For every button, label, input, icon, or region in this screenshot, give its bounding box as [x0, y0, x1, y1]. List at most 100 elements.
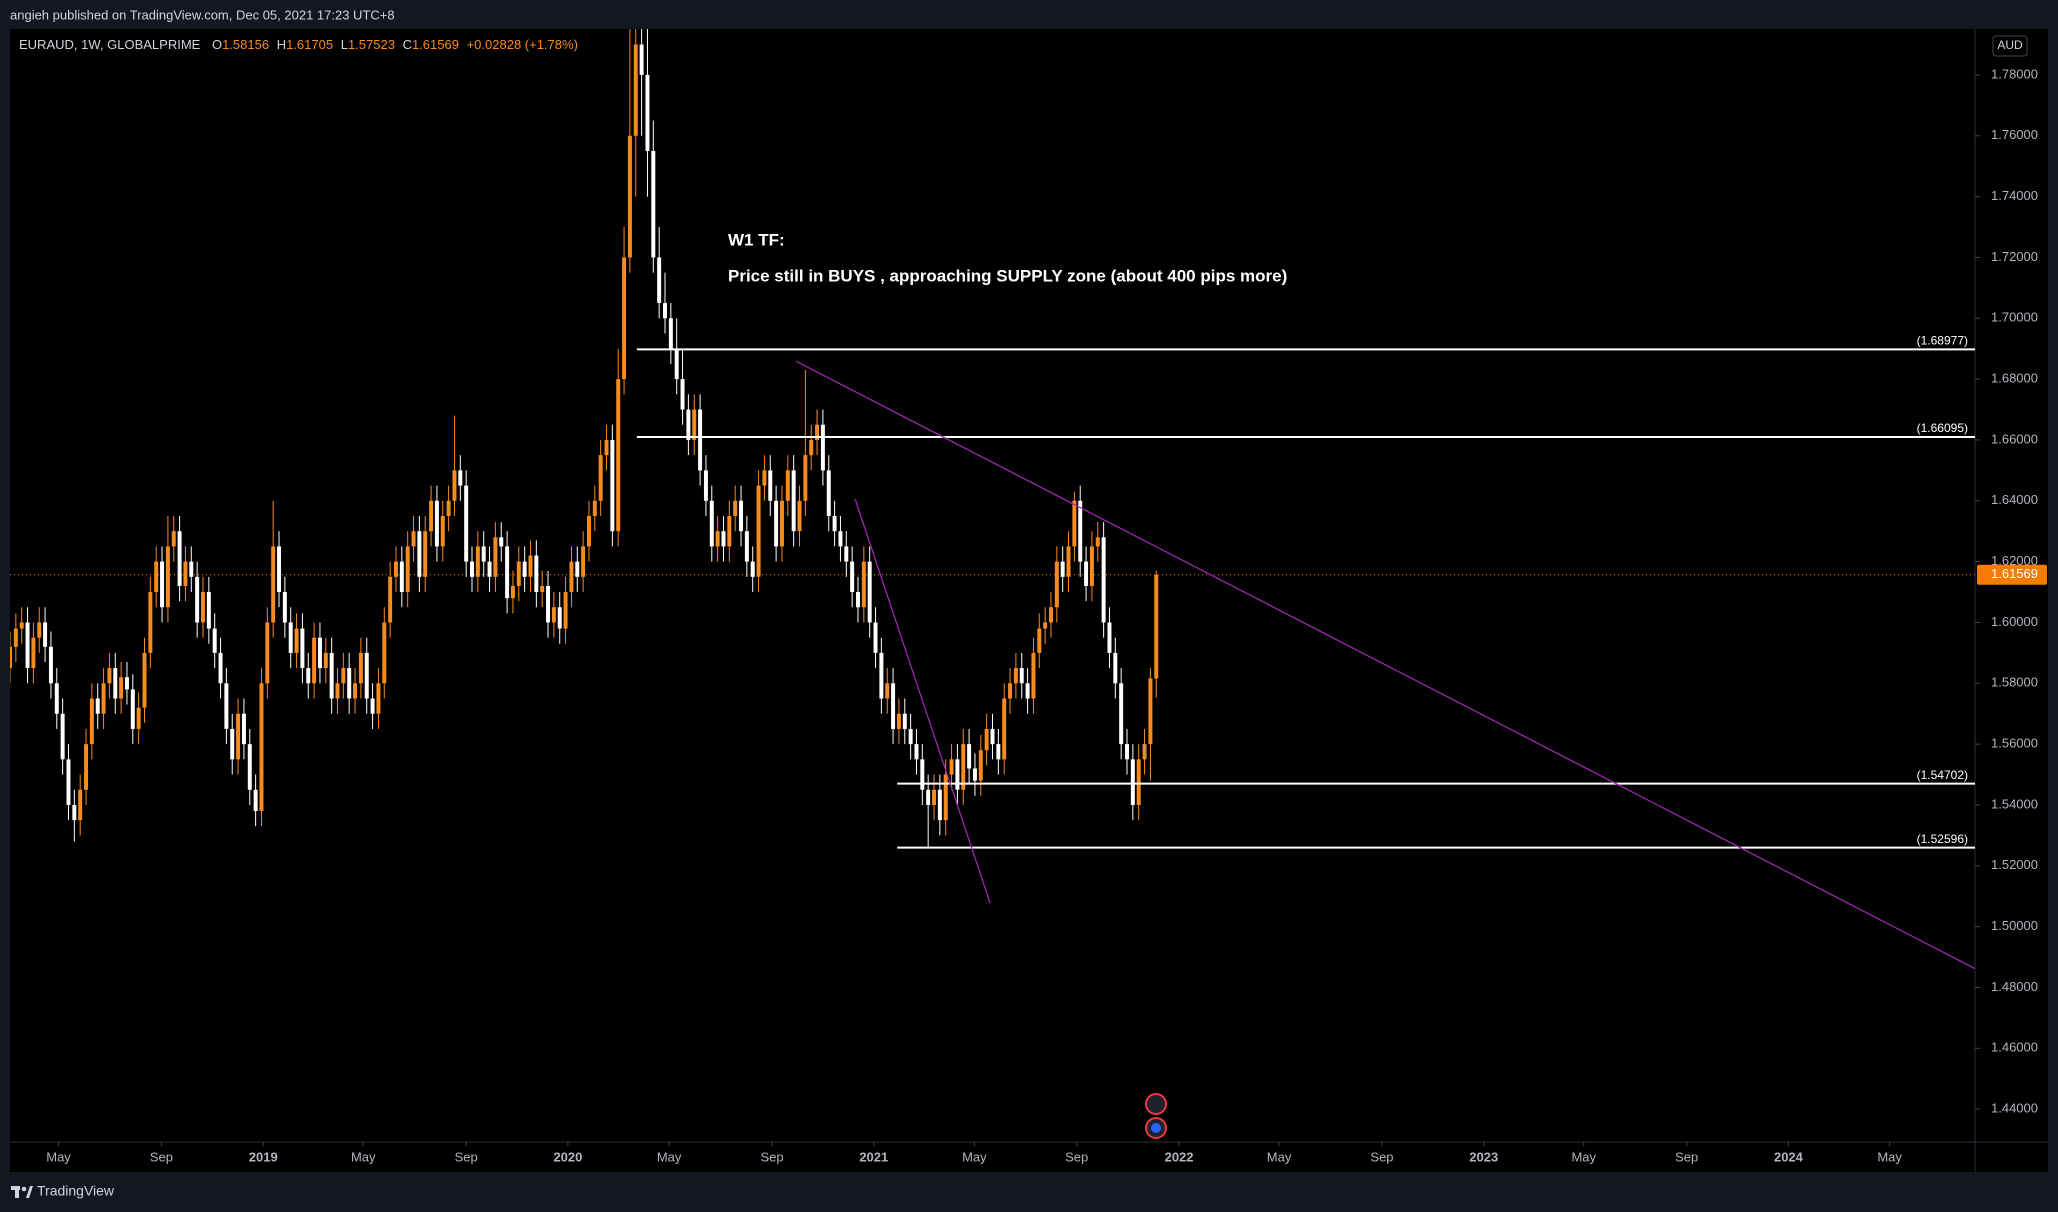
candle-body	[1154, 574, 1159, 679]
candle-body	[1054, 561, 1059, 608]
candle-body	[37, 622, 42, 638]
candle-body	[668, 318, 673, 349]
candle-body	[25, 622, 30, 669]
candle-body	[528, 555, 533, 577]
candle-body	[218, 652, 223, 684]
candle-body	[452, 470, 457, 501]
candle-body	[165, 546, 170, 608]
x-tick-label: Sep	[1675, 1149, 1698, 1164]
candle-body	[312, 637, 317, 684]
legend-high-label: H	[277, 37, 286, 52]
candle-body	[733, 500, 738, 516]
candle-body	[446, 500, 451, 516]
candle-body	[429, 500, 434, 532]
candle-body	[271, 546, 276, 623]
candle-body	[510, 585, 515, 599]
candle-body	[393, 561, 398, 577]
candle-body	[832, 515, 837, 532]
candle-body	[1078, 500, 1083, 562]
candle-body	[622, 257, 627, 380]
y-tick-label: 1.68000	[1991, 371, 2038, 386]
candle-body	[972, 768, 977, 781]
currency-badge[interactable]	[1992, 35, 2028, 57]
candle-body	[323, 652, 328, 669]
candle-body	[464, 485, 469, 562]
candle-body	[1089, 546, 1094, 586]
y-tick-label: 1.44000	[1991, 1101, 2038, 1116]
candle-body	[779, 500, 784, 547]
candle-body	[797, 500, 802, 532]
y-tick-label: 1.66000	[1991, 431, 2038, 446]
candle-body	[616, 379, 621, 532]
x-tick-label: May	[46, 1149, 71, 1164]
candle-body	[300, 628, 305, 669]
candle-body	[440, 515, 445, 547]
candle-body	[762, 470, 767, 486]
candle-body	[551, 607, 556, 623]
candle-body	[171, 531, 176, 547]
candle-body	[382, 622, 387, 684]
event-icon[interactable]	[1145, 1093, 1167, 1115]
last-price-label: 1.61569	[1991, 566, 2038, 581]
legend-close-value: 1.61569	[412, 37, 459, 52]
candle-body	[604, 439, 609, 456]
y-tick-label: 1.56000	[1991, 736, 2038, 751]
x-tick-label: 2022	[1165, 1149, 1194, 1164]
candle-body	[709, 500, 714, 547]
candle-body	[990, 728, 995, 745]
currency-label: AUD	[1997, 38, 2023, 52]
candle-body	[417, 531, 422, 577]
candle-body	[692, 409, 697, 440]
y-tick-label: 1.62000	[1991, 553, 2038, 568]
candle-body	[885, 683, 890, 699]
candle-body	[984, 728, 989, 751]
legend-low-value: 1.57523	[348, 37, 395, 52]
candle-body	[1148, 678, 1153, 745]
candle-body	[60, 713, 65, 760]
candle-body	[996, 744, 1001, 760]
candle-body	[926, 789, 931, 805]
candle-body	[698, 409, 703, 471]
candle-body	[967, 744, 972, 769]
candle-body	[522, 561, 527, 577]
y-tick-label: 1.46000	[1991, 1040, 2038, 1055]
candle-body	[1113, 652, 1118, 684]
x-tick-label: Sep	[455, 1149, 478, 1164]
candle-body	[961, 744, 966, 790]
candle-body	[1043, 622, 1048, 629]
y-tick-label: 1.52000	[1991, 857, 2038, 872]
candle-body	[920, 759, 925, 790]
x-tick-label: 2023	[1469, 1149, 1498, 1164]
candle-body	[230, 728, 235, 760]
candle-body	[130, 689, 135, 729]
candle-body	[686, 409, 691, 440]
legend: EURAUD, 1W, GLOBALPRIME O1.58156 H1.6170…	[19, 37, 578, 52]
candle-body	[663, 303, 667, 319]
candle-body	[592, 500, 597, 516]
candle-body	[411, 531, 416, 547]
candle-body	[499, 537, 504, 547]
x-tick-label: 2021	[859, 1149, 888, 1164]
candle-body	[896, 713, 901, 729]
candle-body	[294, 628, 299, 653]
candle-body	[932, 789, 937, 805]
legend-close-label: C	[403, 37, 412, 52]
candle-body	[557, 607, 562, 629]
candle-body	[1031, 652, 1036, 699]
candle-body	[177, 531, 182, 586]
candle-body	[844, 546, 849, 562]
y-tick-label: 1.54000	[1991, 796, 2038, 811]
candle-body	[546, 585, 551, 623]
candle-body	[534, 555, 539, 593]
y-tick-label: 1.78000	[1991, 66, 2038, 81]
trendline	[854, 498, 991, 904]
candle-body	[937, 789, 942, 821]
candle-body	[247, 744, 252, 790]
candle-body	[826, 470, 831, 516]
candle-body	[101, 683, 106, 714]
candle-body	[949, 759, 954, 775]
legend-open-label: O	[212, 37, 222, 52]
candle-body	[277, 546, 282, 593]
candle-body	[43, 622, 48, 647]
